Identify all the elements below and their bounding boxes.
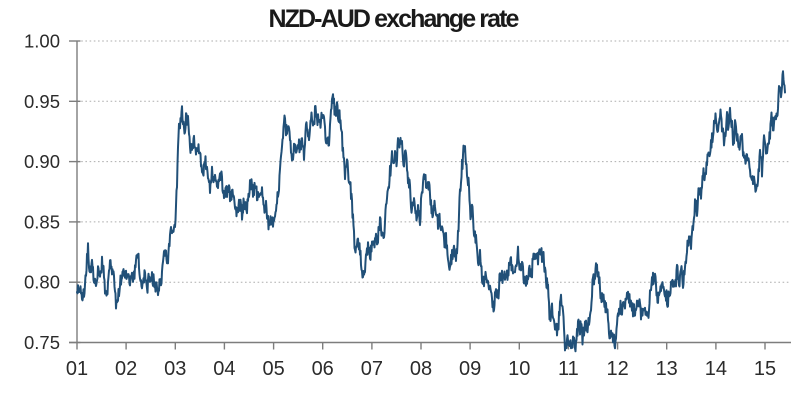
svg-text:0.85: 0.85 [24,211,60,232]
svg-text:NZD-AUD exchange rate: NZD-AUD exchange rate [268,5,519,33]
svg-text:15: 15 [754,358,776,380]
svg-text:06: 06 [312,358,334,380]
svg-text:05: 05 [262,358,284,380]
svg-text:11: 11 [558,358,579,380]
svg-text:0.90: 0.90 [24,151,60,172]
svg-text:13: 13 [656,358,678,380]
svg-text:09: 09 [459,358,481,380]
svg-text:01: 01 [66,358,88,380]
svg-text:07: 07 [361,358,383,380]
svg-text:02: 02 [115,358,137,380]
svg-text:04: 04 [213,358,235,380]
svg-text:0.95: 0.95 [24,91,60,112]
svg-text:08: 08 [410,358,432,380]
svg-text:12: 12 [606,358,628,380]
svg-text:0.75: 0.75 [24,332,60,353]
svg-text:03: 03 [164,358,186,380]
svg-text:10: 10 [508,358,530,380]
svg-text:1.00: 1.00 [24,31,60,52]
svg-text:0.80: 0.80 [24,272,60,293]
svg-text:14: 14 [705,358,727,380]
